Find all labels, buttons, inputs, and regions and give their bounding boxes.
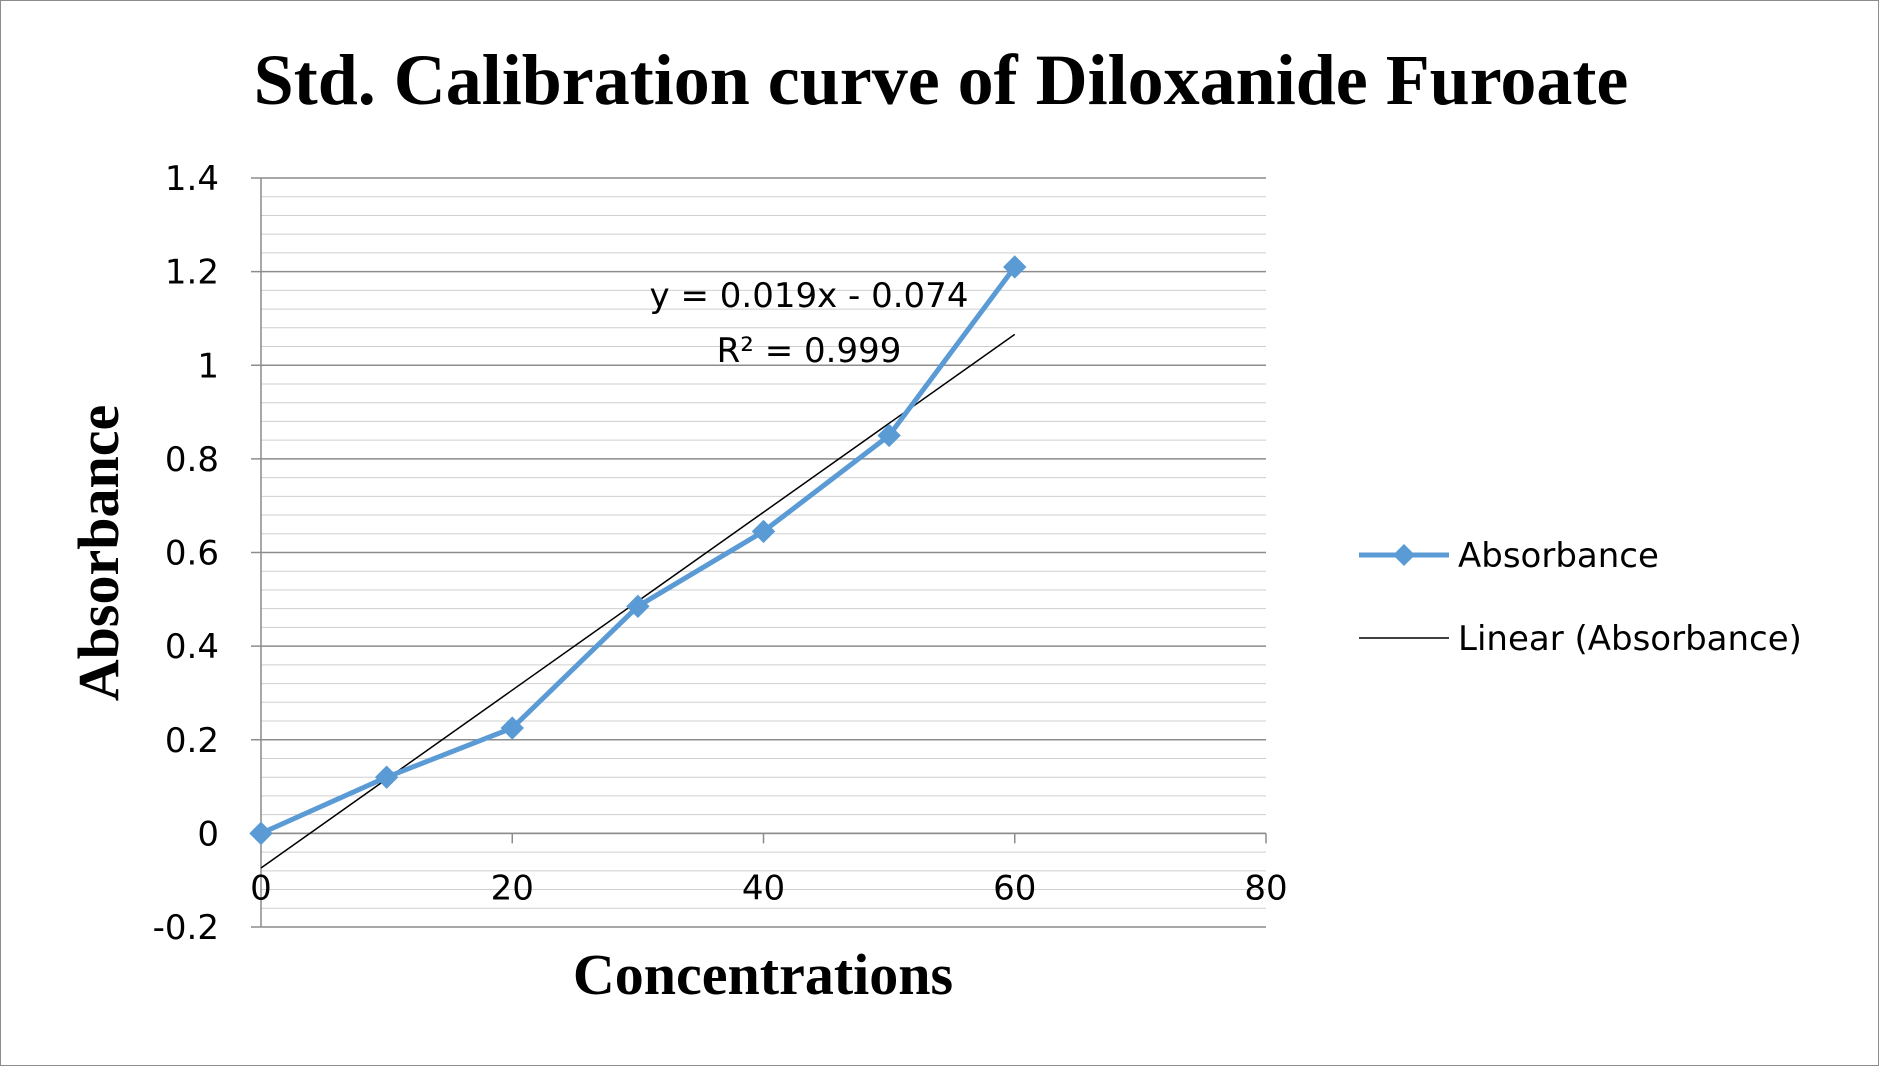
y-tick-label: -0.2	[153, 908, 219, 948]
series-layer	[249, 255, 1027, 846]
y-axis-title: Absorbance	[66, 405, 131, 701]
x-tick-label: 40	[742, 868, 785, 908]
data-point	[626, 594, 650, 619]
y-tick-label: 0.6	[165, 534, 219, 574]
chart-title: Std. Calibration curve of Diloxanide Fur…	[254, 40, 1629, 120]
data-point	[500, 716, 524, 740]
y-tick-label: 0	[197, 814, 219, 854]
y-tick-label: 1	[197, 346, 219, 386]
x-tick-label: 20	[491, 868, 534, 908]
data-point	[751, 519, 776, 544]
legend-series-label: Absorbance	[1458, 536, 1659, 576]
y-tick-label: 1.2	[165, 253, 219, 293]
data-point	[374, 765, 399, 789]
x-tick-label: 0	[250, 868, 272, 908]
x-axis-title: Concentrations	[573, 942, 953, 1007]
tick-labels: -0.2 0 0.2 0.4 0.6 0.8 1 1.2 1.4 0 20 40 60 80	[153, 159, 1288, 948]
data-point	[249, 821, 273, 846]
legend-trendline-label: Linear (Absorbance)	[1458, 619, 1802, 659]
x-tick-label: 80	[1244, 868, 1287, 908]
legend-series-marker	[1393, 544, 1415, 566]
series-line-absorbance	[259, 265, 1017, 836]
data-point	[877, 423, 901, 448]
x-tick-label: 60	[993, 868, 1036, 908]
y-tick-label: 0.4	[165, 627, 219, 667]
trendline-r-squared: R² = 0.999	[717, 331, 902, 371]
data-point	[1003, 255, 1027, 279]
y-tick-label: 0.2	[165, 721, 219, 761]
legend: Absorbance Linear (Absorbance)	[1359, 536, 1802, 659]
y-tick-label: 1.4	[165, 159, 219, 199]
trendline-equation: y = 0.019x - 0.074	[650, 276, 969, 316]
y-tick-label: 0.8	[165, 440, 219, 480]
